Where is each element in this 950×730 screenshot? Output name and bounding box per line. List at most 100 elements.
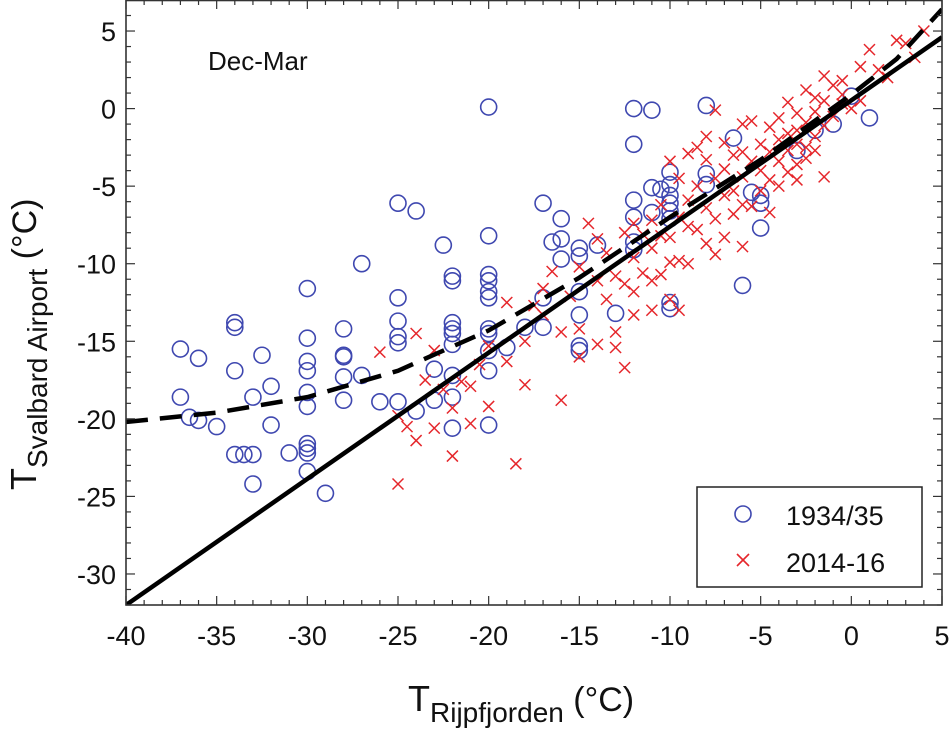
point-circle [479, 98, 498, 116]
point-cross [582, 217, 595, 230]
point-cross [772, 111, 785, 124]
x-axis-title-unit: (°C) [564, 681, 634, 719]
point-cross [763, 121, 776, 134]
x-tick-label: -40 [106, 621, 145, 651]
point-cross [446, 401, 459, 415]
point-cross [682, 147, 695, 160]
point-circle [389, 289, 407, 307]
point-cross [709, 172, 722, 185]
point-cross [518, 378, 531, 391]
point-circle [516, 318, 534, 337]
point-cross [763, 206, 776, 219]
point-circle [479, 282, 498, 301]
point-circle [244, 445, 262, 464]
point-cross [500, 355, 513, 368]
point-circle [751, 186, 770, 205]
point-circle [751, 194, 770, 213]
point-circle [298, 279, 317, 298]
point-circle [661, 163, 679, 181]
y-tick-label: -30 [77, 560, 116, 590]
y-tick-label: -5 [92, 172, 116, 202]
dashed-fit-line [126, 7, 942, 425]
point-circle [235, 445, 253, 464]
point-circle [624, 208, 643, 226]
point-cross [618, 277, 631, 290]
point-circle [262, 416, 280, 434]
point-cross [691, 223, 704, 236]
point-circle [443, 271, 462, 290]
point-cross [790, 173, 803, 186]
data-layer [171, 24, 930, 503]
point-cross [809, 105, 822, 118]
point-cross [718, 231, 731, 244]
point-circle [552, 209, 571, 228]
y-tick-label: -20 [77, 405, 116, 435]
point-cross [691, 141, 704, 154]
point-circle [425, 360, 444, 379]
point-cross [818, 69, 831, 83]
point-circle [389, 312, 407, 330]
point-cross [464, 380, 477, 393]
point-cross [537, 282, 550, 295]
legend-marker-circle [734, 505, 752, 523]
legend-label-1934-35: 1934/35 [786, 501, 884, 531]
point-circle [443, 267, 462, 285]
point-cross [727, 208, 740, 221]
point-circle [443, 366, 462, 385]
y-tick-label: 5 [101, 17, 116, 47]
point-circle [189, 349, 208, 368]
point-circle [552, 230, 571, 248]
point-circle [334, 320, 353, 338]
point-circle [298, 329, 317, 347]
x-axis-title-main: T [408, 678, 430, 719]
point-cross [627, 308, 640, 321]
x-tick-label: -25 [378, 621, 417, 651]
point-cross [373, 346, 386, 359]
point-cross [682, 220, 695, 233]
point-circle [652, 180, 670, 199]
point-circle [226, 318, 244, 337]
point-circle [443, 313, 462, 332]
point-cross [663, 293, 677, 306]
point-cross [809, 144, 822, 157]
point-circle [697, 96, 716, 115]
point-circle [479, 341, 498, 360]
point-circle [253, 346, 271, 365]
point-cross [809, 130, 822, 143]
legend-marker-cross [736, 553, 750, 567]
point-circle [570, 282, 589, 301]
point-circle [860, 109, 879, 127]
point-cross [827, 79, 840, 92]
point-circle [570, 337, 589, 355]
point-cross [700, 130, 713, 143]
point-cross [799, 83, 813, 97]
point-cross [609, 270, 622, 283]
legend: 1934/35 2014-16 [696, 486, 923, 588]
point-circle [298, 439, 317, 458]
point-circle [371, 392, 389, 411]
point-circle [298, 444, 317, 462]
x-tick-label: 0 [844, 621, 859, 651]
point-circle [697, 164, 716, 183]
x-tick-labels: -40 -35 -30 -25 -20 -15 -10 -5 0 5 [106, 621, 949, 651]
point-cross [555, 325, 568, 339]
point-cross [809, 91, 822, 104]
point-cross [573, 350, 586, 363]
point-cross [745, 200, 758, 213]
point-cross [627, 285, 640, 298]
point-cross [518, 335, 531, 348]
point-cross [654, 268, 667, 281]
season-annotation: Dec-Mar [208, 46, 308, 76]
point-cross [700, 153, 713, 166]
axes-frame [125, 0, 943, 606]
point-cross [591, 338, 604, 351]
point-cross [410, 434, 423, 447]
point-cross [818, 94, 831, 107]
point-circle [479, 271, 498, 290]
point-cross [709, 248, 722, 261]
point-cross [709, 212, 722, 225]
point-cross [482, 400, 495, 413]
point-circle [443, 388, 462, 406]
point-circle [479, 324, 498, 343]
